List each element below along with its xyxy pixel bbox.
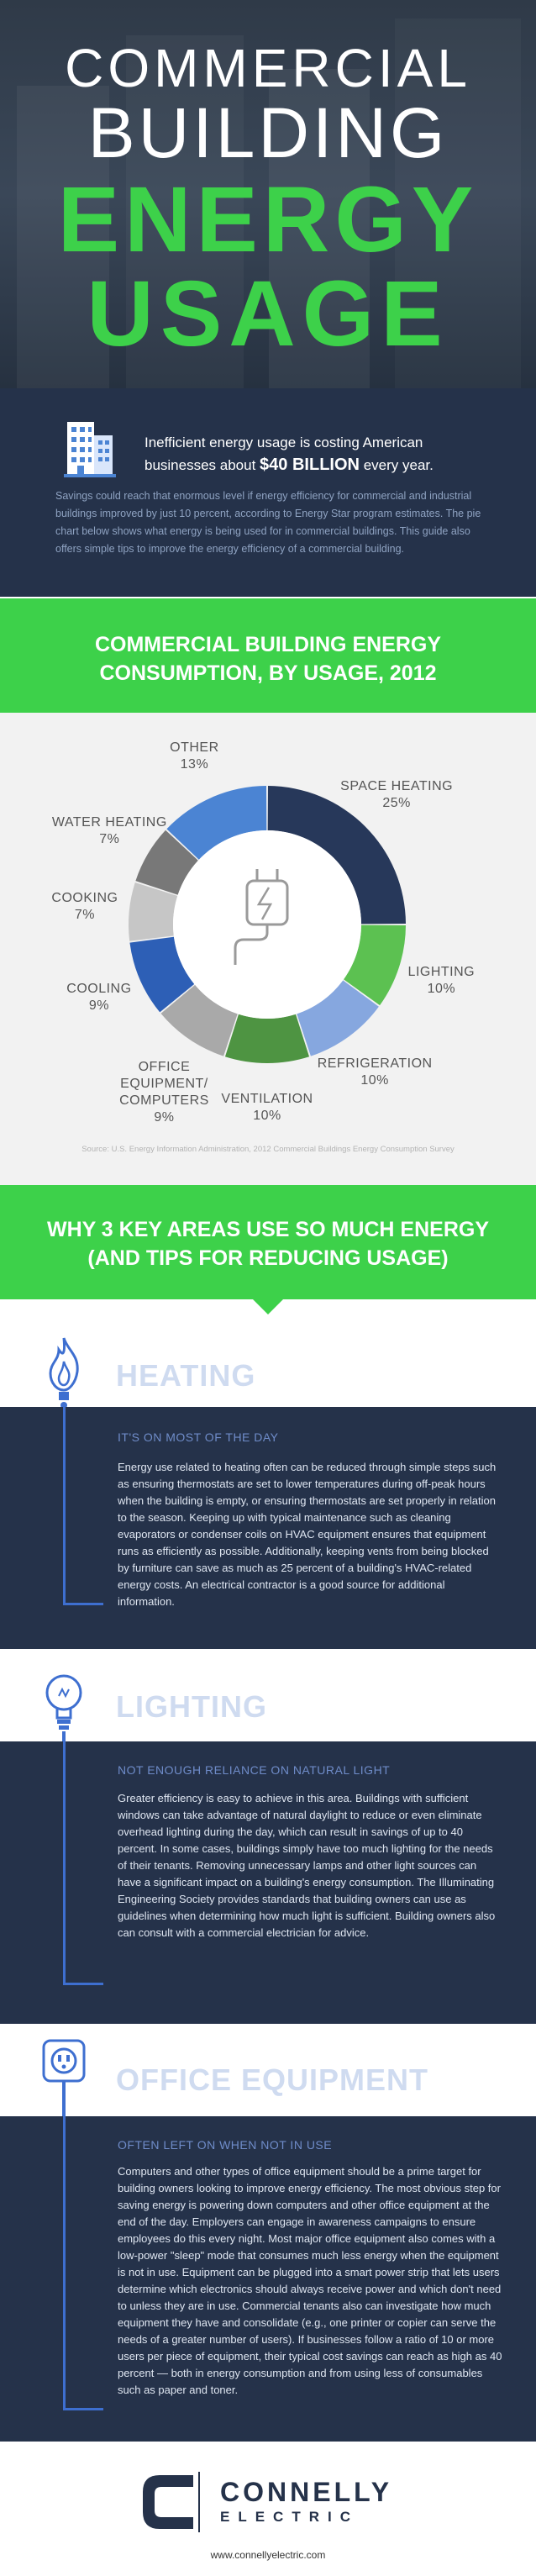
pie-label-value: 13% (180, 756, 209, 772)
pie-label-value: 10% (360, 1073, 389, 1088)
connector-line (63, 2116, 66, 2410)
connector-line (63, 1983, 103, 1985)
pie-label: COOKING 7% (22, 890, 148, 924)
brand-subname: ELECTRIC (220, 2509, 359, 2525)
pie-label-value: 9% (154, 1110, 175, 1125)
intro-lead-text: Inefficient energy usage is costing Amer… (145, 435, 423, 473)
heating-header: HEATING (0, 1314, 536, 1407)
chevron-down-icon (253, 1299, 283, 1314)
pie-chart-section: SPACE HEATING 25% LIGHTING 10% REFRIGERATION… (0, 713, 536, 1185)
lighting-header: LIGHTING (0, 1649, 536, 1741)
pie-label-value: 10% (253, 1109, 281, 1123)
pie-slice-other (166, 786, 267, 860)
pie-slice-water-heating (135, 830, 198, 895)
why-banner-line2: (AND TIPS FOR REDUCING USAGE) (87, 1246, 449, 1270)
pie-label-value: 25% (382, 795, 411, 810)
pie-label-value: 9% (88, 998, 109, 1013)
pie-label: OTHER 13% (131, 740, 257, 773)
lighting-subtitle: NOT ENOUGH RELIANCE ON NATURAL LIGHT (118, 1763, 391, 1777)
connelly-logo-icon (143, 2472, 200, 2532)
brand-name: CONNELLY (220, 2477, 393, 2507)
pie-label: WATER HEATING 7% (46, 814, 172, 848)
intro-section: Inefficient energy usage is costing Amer… (0, 388, 536, 597)
intro-lead: Inefficient energy usage is costing Amer… (145, 432, 497, 477)
lighting-body: NOT ENOUGH RELIANCE ON NATURAL LIGHT Gre… (0, 1741, 536, 2024)
pie-slice-cooking (129, 882, 178, 941)
pie-label-name: COOKING (51, 891, 118, 906)
pie-label-name: SPACE HEATING (340, 778, 454, 793)
office-header: OFFICE EQUIPMENT (0, 2024, 536, 2116)
hero-title-line2: BUILDING (87, 93, 449, 172)
pie-label: SPACE HEATING 25% (334, 778, 460, 812)
pie-label-name: VENTILATION (221, 1092, 313, 1106)
office-building-icon (64, 422, 116, 477)
heating-paragraph: Energy use related to heating often can … (118, 1461, 497, 1608)
pie-label-name: REFRIGERATION (317, 1056, 433, 1072)
building-silhouette (126, 35, 244, 388)
pie-slice-ventilation (224, 1014, 310, 1063)
heating-subtitle: IT'S ON MOST OF THE DAY (118, 1430, 279, 1444)
pie-slice-office-equipment-computers (160, 984, 238, 1056)
why-banner: WHY 3 KEY AREAS USE SO MUCH ENERGY (AND … (0, 1185, 536, 1299)
heating-body: IT'S ON MOST OF THE DAY Energy use relat… (0, 1407, 536, 1649)
intro-lead-text-end: every year. (359, 457, 434, 473)
plug-icon (234, 869, 289, 965)
pie-label-name: LIGHTING (407, 965, 476, 980)
connector-line (63, 1741, 66, 1985)
pie-slice-space-heating (267, 786, 406, 925)
pie-label-name: COOLING (66, 981, 132, 996)
hero-banner: COMMERCIAL BUILDING ENERGY USAGE (0, 0, 536, 388)
connector-line (63, 1407, 66, 1605)
hero-title-line3: ENERGY (57, 168, 479, 271)
lightbulb-icon (45, 1674, 82, 1745)
lighting-title: LIGHTING (116, 1689, 267, 1724)
lighting-paragraph: Greater efficiency is easy to achieve in… (118, 1792, 496, 1939)
chart-title-banner: COMMERCIAL BUILDING ENERGY CONSUMPTION, … (0, 598, 536, 713)
pie-slice-lighting (344, 925, 406, 1006)
connector-line (63, 2408, 103, 2410)
intro-body: Savings could reach that enormous level … (55, 490, 481, 555)
office-subtitle: OFTEN LEFT ON WHEN NOT IN USE (118, 2138, 333, 2152)
chart-source: Source: U.S. Energy Information Administ… (81, 1145, 455, 1154)
pie-label: LIGHTING 10% (378, 964, 504, 998)
pie-slice-cooling (129, 936, 195, 1013)
website-link[interactable]: www.connellyelectric.com (210, 2549, 326, 2561)
pie-label-name: OTHER (170, 740, 219, 755)
pie-label: REFRIGERATION 10% (312, 1056, 438, 1089)
pie-label-value: 7% (99, 832, 120, 847)
pie-label: VENTILATION 10% (204, 1091, 330, 1125)
pie-slice-refrigeration (297, 980, 379, 1056)
chart-title-line2: CONSUMPTION, BY USAGE, 2012 (99, 661, 437, 685)
office-body: OFTEN LEFT ON WHEN NOT IN USE Computers … (0, 2116, 536, 2442)
footer: CONNELLY ELECTRIC www.connellyelectric.c… (0, 2442, 536, 2576)
intro-lead-amount: $40 BILLION (260, 456, 360, 474)
pie-label-name: WATER HEATING (51, 815, 167, 830)
why-banner-line1: WHY 3 KEY AREAS USE SO MUCH ENERGY (46, 1218, 490, 1241)
donut-chart (129, 786, 406, 1063)
pie-label: OFFICE EQUIPMENT/ COMPUTERS 9% (92, 1059, 235, 1126)
chart-title-line1: COMMERCIAL BUILDING ENERGY (94, 633, 442, 656)
office-paragraph: Computers and other types of office equi… (118, 2165, 502, 2396)
building-silhouette (17, 86, 109, 388)
connector-line (63, 1603, 103, 1605)
hero-title-line1: COMMERCIAL (65, 38, 471, 98)
pie-label-name: OFFICE EQUIPMENT/ COMPUTERS (119, 1060, 209, 1109)
hero-title-line4: USAGE (87, 262, 449, 366)
office-title: OFFICE EQUIPMENT (116, 2062, 429, 2097)
pie-label-value: 7% (74, 908, 96, 923)
pie-label-value: 10% (427, 982, 456, 997)
pie-label: COOLING 9% (36, 981, 162, 1014)
flame-icon (49, 1337, 79, 1409)
heating-title: HEATING (116, 1358, 256, 1393)
power-outlet-icon (42, 2039, 86, 2118)
building-silhouette (269, 69, 370, 388)
